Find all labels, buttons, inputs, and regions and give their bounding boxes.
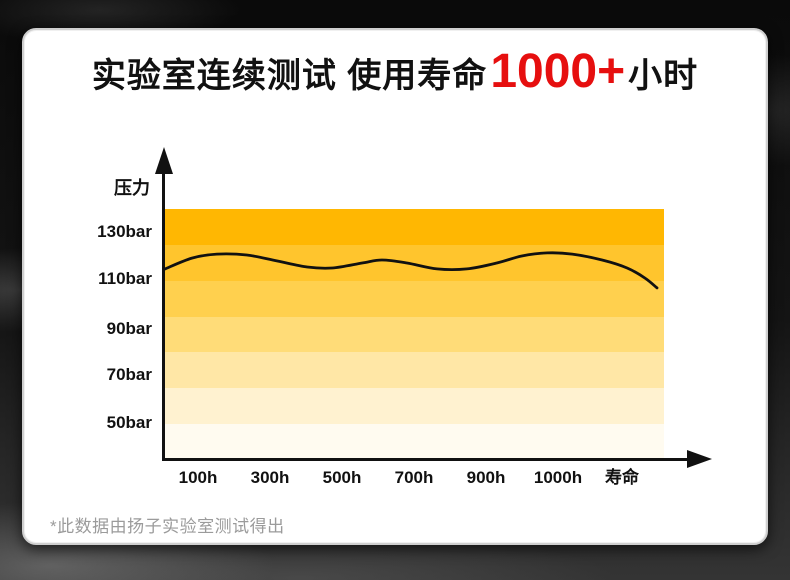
x-tick-500h: 500h [322, 468, 362, 487]
content-card: 实验室连续测试 使用寿命1000+小时 压力 130bar 110bar 90b… [22, 28, 768, 545]
x-axis-arrow-icon [687, 450, 712, 468]
footnote: *此数据由扬子实验室测试得出 [50, 517, 285, 536]
x-tick-900h: 900h [466, 468, 506, 487]
pressure-curve-path [163, 251, 659, 290]
pressure-curve [163, 251, 659, 290]
page-title: 实验室连续测试 使用寿命1000+小时 [24, 44, 766, 111]
y-tick-90bar: 90bar [106, 319, 152, 338]
pressure-band [165, 244, 664, 281]
x-tick-1000h: 1000h [533, 468, 583, 487]
x-axis-line [162, 458, 690, 461]
y-tick-110bar: 110bar [98, 269, 152, 288]
y-tick-50bar: 50bar [106, 413, 152, 432]
pressure-bands [165, 209, 664, 461]
x-tick-300h: 300h [250, 468, 290, 487]
x-tick-700h: 700h [394, 468, 434, 487]
pressure-band [165, 316, 664, 353]
chart-plot-area [163, 209, 664, 461]
pressure-band [165, 352, 664, 389]
x-tick-100h: 100h [178, 468, 218, 487]
y-axis-line [162, 168, 165, 461]
pressure-band [165, 424, 664, 461]
title-highlight: 1000+ [490, 45, 626, 98]
y-axis-arrow-icon [155, 147, 173, 174]
pressure-band [165, 388, 664, 425]
x-axis-end-label: 寿命 [605, 468, 639, 487]
pressure-band [165, 209, 664, 245]
title-prefix: 实验室连续测试 使用寿命 [91, 57, 488, 95]
title-suffix: 小时 [628, 57, 699, 95]
y-axis-title: 压力 [114, 178, 150, 198]
y-tick-70bar: 70bar [106, 365, 152, 384]
pressure-band [165, 280, 664, 317]
y-tick-130bar: 130bar [97, 222, 152, 241]
